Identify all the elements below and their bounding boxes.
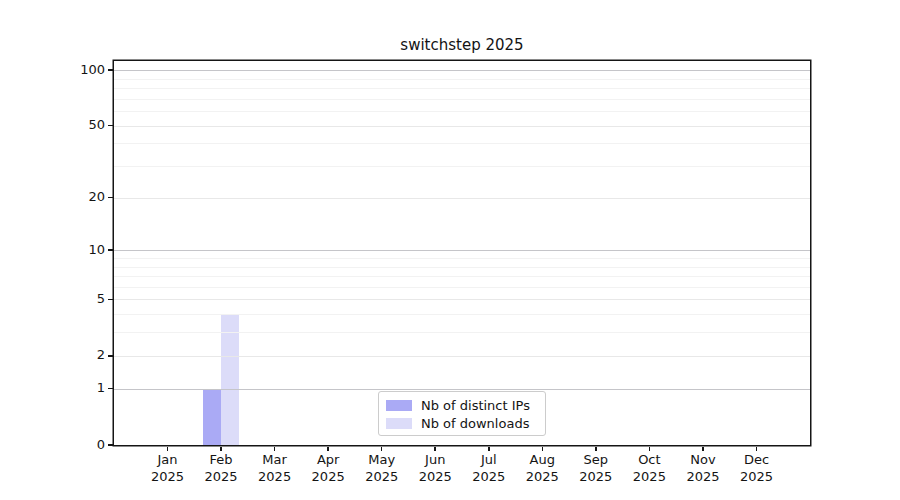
bar-downloads-feb: [221, 314, 239, 445]
x-axis-tick-may: [381, 447, 383, 452]
x-axis-tick-mar: [274, 447, 276, 452]
y-axis-tick-10: [108, 249, 113, 251]
y-tick-label-20: 20: [28, 189, 105, 204]
gridline-y-2: [114, 356, 810, 357]
y-tick-label-1: 1: [28, 380, 105, 395]
x-axis-tick-dec: [756, 447, 758, 452]
y-axis-tick-50: [108, 125, 113, 127]
gridline-y-5: [114, 299, 810, 300]
y-axis-tick-1: [108, 388, 113, 390]
y-axis-tick-100: [108, 69, 113, 71]
gridline-y-7: [114, 276, 810, 277]
x-axis-tick-aug: [542, 447, 544, 452]
legend-label-downloads: Nb of downloads: [421, 416, 529, 431]
gridline-y-40: [114, 143, 810, 144]
x-axis-tick-sep: [595, 447, 597, 452]
gridline-y-8: [114, 267, 810, 268]
chart-figure: switchstep 2025 Nb of distinct IPs Nb of…: [0, 0, 900, 500]
legend-swatch-downloads: [386, 418, 412, 429]
x-axis-tick-jun: [434, 447, 436, 452]
legend-item-distinct-ips: Nb of distinct IPs: [386, 396, 545, 414]
x-axis-tick-feb: [220, 447, 222, 452]
x-axis-tick-jul: [488, 447, 490, 452]
gridline-y-60: [114, 111, 810, 112]
gridline-y-9: [114, 258, 810, 259]
gridline-y-1: [114, 389, 810, 390]
gridline-y-90: [114, 79, 810, 80]
gridline-y-80: [114, 88, 810, 89]
legend-swatch-distinct-ips: [386, 400, 412, 411]
legend-item-downloads: Nb of downloads: [386, 414, 545, 432]
y-tick-label-5: 5: [28, 291, 105, 306]
gridline-y-10: [114, 250, 810, 251]
gridline-y-6: [114, 287, 810, 288]
gridline-y-20: [114, 198, 810, 199]
y-axis-tick-0: [108, 444, 113, 446]
y-tick-label-0: 0: [28, 437, 105, 452]
gridline-y-100: [114, 70, 810, 71]
x-axis-tick-nov: [702, 447, 704, 452]
bar-distinct-ips-feb: [203, 389, 221, 445]
y-tick-label-2: 2: [28, 347, 105, 362]
x-tick-label-dec: Dec2025: [724, 452, 788, 485]
x-axis-tick-apr: [327, 447, 329, 452]
legend: Nb of distinct IPs Nb of downloads: [378, 391, 546, 436]
chart-title: switchstep 2025: [114, 36, 810, 54]
gridline-y-3: [114, 332, 810, 333]
x-axis-tick-oct: [649, 447, 651, 452]
gridline-y-4: [114, 314, 810, 315]
y-tick-label-100: 100: [28, 62, 105, 77]
y-axis-tick-5: [108, 299, 113, 301]
gridline-y-30: [114, 166, 810, 167]
legend-label-distinct-ips: Nb of distinct IPs: [421, 398, 530, 413]
y-tick-label-50: 50: [28, 117, 105, 132]
x-axis-tick-jan: [167, 447, 169, 452]
y-axis-tick-20: [108, 197, 113, 199]
y-tick-label-10: 10: [28, 242, 105, 257]
gridline-y-50: [114, 126, 810, 127]
plot-area: [114, 61, 810, 445]
y-axis-tick-2: [108, 355, 113, 357]
gridline-y-70: [114, 99, 810, 100]
